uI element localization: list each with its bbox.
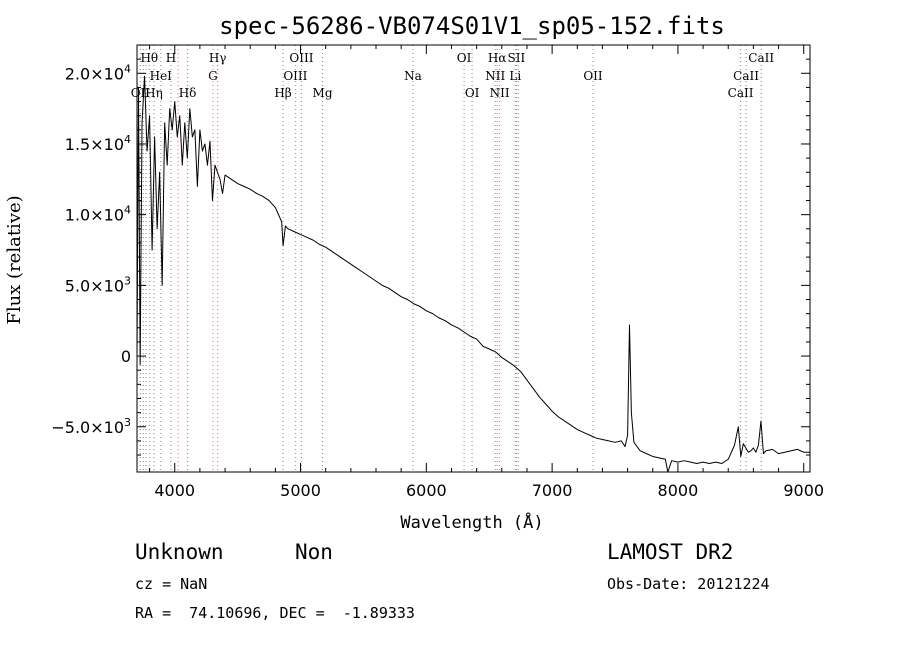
x-tick-label: 4000 bbox=[154, 481, 195, 500]
chart-title: spec-56286-VB074S01V1_sp05-152.fits bbox=[219, 12, 725, 40]
line-label: Mg bbox=[313, 86, 333, 100]
plot-frame bbox=[136, 44, 811, 473]
y-axis-label: Flux (relative) bbox=[4, 195, 25, 324]
line-label: CaII bbox=[733, 69, 759, 83]
y-tick-label: 5.0×103 bbox=[65, 274, 131, 295]
x-tick-label: 6000 bbox=[406, 481, 447, 500]
line-label: NII bbox=[490, 86, 510, 100]
y-tick-exponent: 4 bbox=[124, 133, 131, 146]
y-tick-mantissa: 2.0×10 bbox=[65, 64, 124, 83]
y-tick-mantissa: 5.0×10 bbox=[65, 276, 124, 295]
object-subclass-label: Non bbox=[295, 540, 333, 564]
line-label: OI bbox=[457, 51, 472, 65]
line-label: OI bbox=[465, 86, 480, 100]
y-tick-exponent: 4 bbox=[124, 204, 131, 217]
y-tick-label: −5.0×103 bbox=[51, 416, 131, 437]
line-label: H bbox=[166, 51, 176, 65]
line-label: OIII bbox=[289, 51, 313, 65]
x-axis: 4000 5000 6000 7000 8000 9000 bbox=[149, 45, 824, 500]
y-tick-label: 1.5×104 bbox=[65, 133, 131, 154]
spectrum-series bbox=[136, 75, 810, 473]
obs-date-label: Obs-Date: 20121224 bbox=[607, 575, 770, 593]
object-class-label: Unknown bbox=[135, 540, 224, 564]
line-label: CaII bbox=[748, 51, 774, 65]
y-tick-exponent: 4 bbox=[124, 62, 131, 75]
survey-label: LAMOST DR2 bbox=[607, 540, 734, 564]
line-label: Hβ bbox=[274, 86, 291, 100]
line-label: G bbox=[208, 69, 218, 83]
line-label: Hθ bbox=[140, 51, 158, 65]
line-label: SII bbox=[508, 51, 526, 65]
coordinates-label: RA = 74.10696, DEC = -1.89333 bbox=[135, 604, 415, 622]
line-label: CaII bbox=[728, 86, 754, 100]
line-label: Na bbox=[404, 69, 422, 83]
line-label: Hγ bbox=[209, 51, 227, 65]
x-tick-label: 7000 bbox=[532, 481, 573, 500]
y-tick-label: 1.0×104 bbox=[65, 204, 131, 225]
x-tick-label: 8000 bbox=[658, 481, 699, 500]
emission-line-labels: Hθ H Hγ OIII OI Hα SII CaII HeI G OIII Na NII Li OII Ca… bbox=[131, 51, 775, 100]
line-label: OII bbox=[583, 69, 603, 83]
x-tick-label: 9000 bbox=[783, 481, 824, 500]
line-label: Hα bbox=[488, 51, 507, 65]
y-tick-mantissa: 1.5×10 bbox=[65, 135, 124, 154]
line-label: Li bbox=[509, 69, 521, 83]
line-label: HeI bbox=[150, 69, 173, 83]
y-tick-exponent: 3 bbox=[124, 416, 131, 429]
line-label: OIII bbox=[283, 69, 307, 83]
y-tick-mantissa: 1.0×10 bbox=[65, 206, 124, 225]
spectrum-line bbox=[136, 75, 810, 473]
y-tick-exponent: 3 bbox=[124, 274, 131, 287]
line-label: Hη bbox=[145, 86, 163, 100]
line-label: Hδ bbox=[179, 86, 197, 100]
y-tick-mantissa: 0 bbox=[121, 347, 131, 366]
y-tick-label: 0 bbox=[121, 347, 131, 366]
y-tick-mantissa: −5.0×10 bbox=[51, 418, 124, 437]
emission-line-markers bbox=[139, 45, 762, 472]
y-tick-label: 2.0×104 bbox=[65, 62, 131, 83]
redshift-label: cz = NaN bbox=[135, 575, 208, 593]
line-label: NII bbox=[485, 69, 505, 83]
x-axis-label: Wavelength (Å) bbox=[400, 511, 543, 533]
x-tick-label: 5000 bbox=[280, 481, 321, 500]
